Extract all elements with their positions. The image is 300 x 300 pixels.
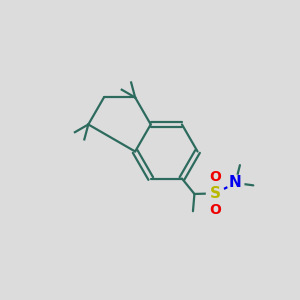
Text: S: S [210, 186, 221, 201]
Text: O: O [209, 203, 221, 217]
Text: N: N [229, 176, 242, 190]
Text: O: O [209, 170, 221, 184]
